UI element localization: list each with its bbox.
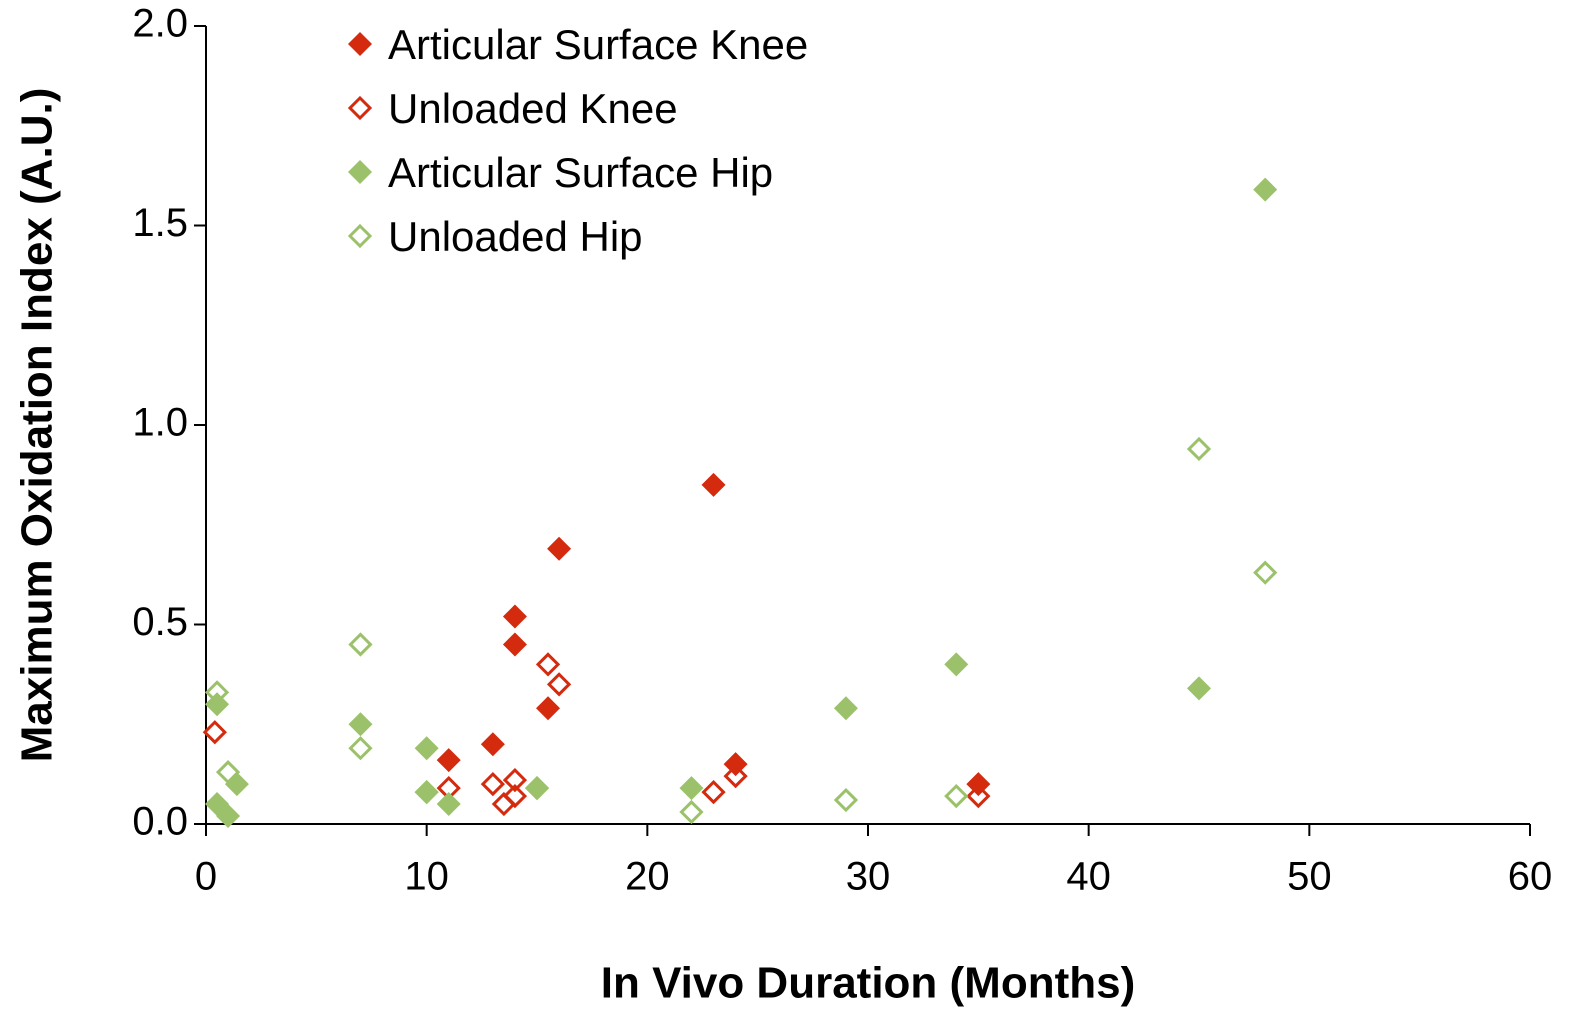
data-point (524, 775, 550, 801)
x-tick-label: 0 (195, 855, 217, 899)
data-point (679, 776, 704, 801)
y-tick-label: 2.0 (132, 2, 188, 46)
data-point (202, 720, 227, 745)
data-point (502, 632, 527, 657)
legend-label: Articular Surface Hip (388, 149, 773, 196)
data-point (502, 767, 528, 793)
data-point (547, 536, 572, 561)
data-point (436, 792, 461, 817)
y-tick-label: 1.5 (132, 201, 188, 245)
data-point (502, 783, 528, 809)
data-point (1253, 177, 1278, 202)
data-point (224, 772, 249, 797)
x-tick-label: 30 (846, 855, 891, 899)
data-point (348, 712, 373, 737)
y-axis-title: Maximum Oxidation Index (A.U.) (13, 88, 62, 763)
data-point (944, 652, 969, 677)
legend-marker (348, 32, 372, 56)
data-point (414, 736, 439, 761)
data-point (1253, 560, 1278, 585)
data-point (546, 672, 572, 697)
x-axis-title: In Vivo Duration (Months) (601, 959, 1136, 1008)
data-point (1186, 436, 1212, 462)
data-point (723, 763, 748, 789)
data-point (480, 771, 505, 797)
data-point (536, 696, 561, 721)
data-point (502, 604, 527, 629)
legend-marker (347, 223, 373, 249)
legend-marker (347, 95, 373, 121)
data-point (414, 779, 439, 805)
y-tick-label: 1.0 (132, 401, 188, 445)
data-point (833, 696, 858, 721)
legend-label: Articular Surface Knee (388, 21, 808, 68)
x-tick-label: 50 (1287, 855, 1332, 899)
data-point (535, 652, 561, 677)
x-tick-label: 60 (1508, 855, 1553, 899)
x-tick-label: 20 (625, 855, 670, 899)
data-point (944, 783, 969, 809)
data-point (436, 748, 461, 773)
data-point (701, 472, 726, 497)
data-point (216, 804, 241, 829)
data-point (701, 779, 726, 805)
data-point (833, 787, 859, 813)
data-point (348, 736, 373, 761)
x-tick-label: 10 (404, 855, 449, 899)
legend-label: Unloaded Knee (388, 85, 678, 132)
data-point (204, 680, 230, 705)
data-point (215, 760, 241, 785)
data-point (966, 783, 991, 809)
legend-label: Unloaded Hip (388, 213, 643, 260)
data-point (480, 732, 505, 757)
data-point (348, 632, 373, 657)
y-tick-label: 0.0 (132, 800, 188, 844)
legend-marker (348, 160, 372, 184)
x-tick-label: 40 (1066, 855, 1111, 899)
data-point (679, 799, 704, 825)
data-point (1187, 676, 1211, 701)
y-tick-label: 0.5 (132, 600, 188, 644)
